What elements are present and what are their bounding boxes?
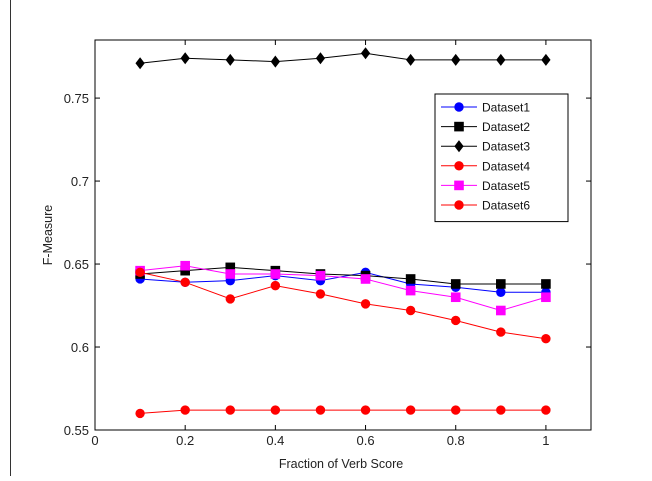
data-point-dataset3 xyxy=(180,52,190,65)
legend-entry: Dataset5 xyxy=(441,179,530,193)
x-tick-label: 0.4 xyxy=(266,433,284,448)
data-point-dataset3 xyxy=(270,55,280,68)
x-tick-label: 0.8 xyxy=(447,433,465,448)
data-point-dataset4 xyxy=(360,405,371,415)
legend-label: Dataset4 xyxy=(482,159,530,173)
data-point-dataset4 xyxy=(405,405,416,415)
series-line-dataset2 xyxy=(140,266,546,285)
series-dataset3 xyxy=(135,47,551,70)
legend-marker xyxy=(454,121,464,132)
legend-label: Dataset2 xyxy=(482,120,530,134)
data-point-dataset5 xyxy=(180,260,190,271)
data-point-dataset3 xyxy=(360,47,371,60)
legend-label: Dataset3 xyxy=(482,140,530,154)
data-point-dataset5 xyxy=(315,270,326,281)
data-point-dataset6 xyxy=(315,289,326,299)
data-point-dataset5 xyxy=(541,292,551,303)
data-point-dataset3 xyxy=(225,53,235,66)
data-point-dataset6 xyxy=(225,294,235,304)
axis-ticks: 0 0.2 0.4 0.6 0.8 1 0.55 0.6 0.65 0.7 0.75 xyxy=(64,40,591,448)
data-point-dataset4 xyxy=(180,405,190,415)
data-point-dataset5 xyxy=(225,269,236,279)
data-point-dataset3 xyxy=(406,53,416,66)
legend-marker xyxy=(454,161,464,171)
data-point-dataset4 xyxy=(315,405,326,415)
y-tick-label: 0.75 xyxy=(64,91,89,106)
x-axis-label: Fraction of Verb Score xyxy=(279,457,403,471)
data-point-dataset6 xyxy=(405,305,416,316)
legend-marker xyxy=(454,180,464,191)
data-point-dataset6 xyxy=(496,327,506,337)
data-point-dataset6 xyxy=(541,334,551,344)
series-dataset4 xyxy=(135,405,551,419)
data-point-dataset2 xyxy=(450,279,461,289)
legend-entry: Dataset3 xyxy=(441,140,530,154)
legend-label: Dataset5 xyxy=(482,179,530,193)
series-line-dataset5 xyxy=(140,265,547,312)
y-axis-label: F-Measure xyxy=(41,205,55,265)
data-point-dataset1 xyxy=(496,287,506,297)
x-tick-label: 0 xyxy=(91,433,98,448)
series-line-dataset4 xyxy=(140,409,546,414)
y-tick-label: 0.6 xyxy=(71,340,89,355)
legend-label: Dataset6 xyxy=(482,199,530,213)
data-point-dataset4 xyxy=(270,405,281,415)
data-point-dataset5 xyxy=(450,292,461,303)
data-point-dataset3 xyxy=(451,53,461,66)
data-point-dataset3 xyxy=(496,53,506,66)
series-line-dataset1 xyxy=(140,271,546,293)
legend: Dataset1 Dataset2 Dataset3 Dataset4 Dataset5… xyxy=(434,93,569,223)
data-point-dataset6 xyxy=(180,277,190,287)
legend-entry: Dataset6 xyxy=(441,199,530,213)
series-dataset5 xyxy=(135,260,551,316)
data-point-dataset3 xyxy=(315,52,326,65)
data-point-dataset4 xyxy=(135,408,145,419)
legend-marker xyxy=(454,200,464,210)
data-point-dataset5 xyxy=(270,269,281,279)
legend-entry: Dataset1 xyxy=(441,101,530,115)
legend-marker xyxy=(454,140,464,153)
data-point-dataset4 xyxy=(225,405,235,415)
x-tick-label: 0.6 xyxy=(357,433,375,448)
data-point-dataset3 xyxy=(135,57,145,70)
data-point-dataset6 xyxy=(270,280,281,291)
y-tick-label: 0.65 xyxy=(64,257,89,272)
x-tick-label: 0.2 xyxy=(176,433,194,448)
left-border-line xyxy=(10,0,11,476)
series-layer xyxy=(135,47,551,419)
data-point-dataset4 xyxy=(451,405,461,415)
legend-entry: Dataset2 xyxy=(441,120,530,134)
data-point-dataset4 xyxy=(541,405,551,415)
data-point-dataset5 xyxy=(360,274,371,284)
series-dataset6 xyxy=(135,267,551,344)
y-tick-label: 0.7 xyxy=(71,174,89,189)
legend-label: Dataset1 xyxy=(482,101,530,115)
legend-entry: Dataset4 xyxy=(441,159,530,173)
data-point-dataset5 xyxy=(496,305,506,316)
data-point-dataset6 xyxy=(360,299,371,309)
y-tick-label: 0.55 xyxy=(64,423,89,438)
data-point-dataset5 xyxy=(405,285,416,296)
series-line-dataset3 xyxy=(140,52,546,64)
data-point-dataset3 xyxy=(541,53,551,66)
data-point-dataset6 xyxy=(135,267,145,278)
data-point-dataset6 xyxy=(451,315,461,326)
legend-box xyxy=(434,93,569,223)
series-line-dataset6 xyxy=(139,271,546,340)
x-tick-label: 1 xyxy=(542,433,549,448)
data-point-dataset2 xyxy=(496,279,506,289)
legend-marker xyxy=(454,102,464,112)
data-point-dataset2 xyxy=(405,274,416,284)
data-point-dataset2 xyxy=(541,279,551,289)
data-point-dataset4 xyxy=(496,405,506,415)
